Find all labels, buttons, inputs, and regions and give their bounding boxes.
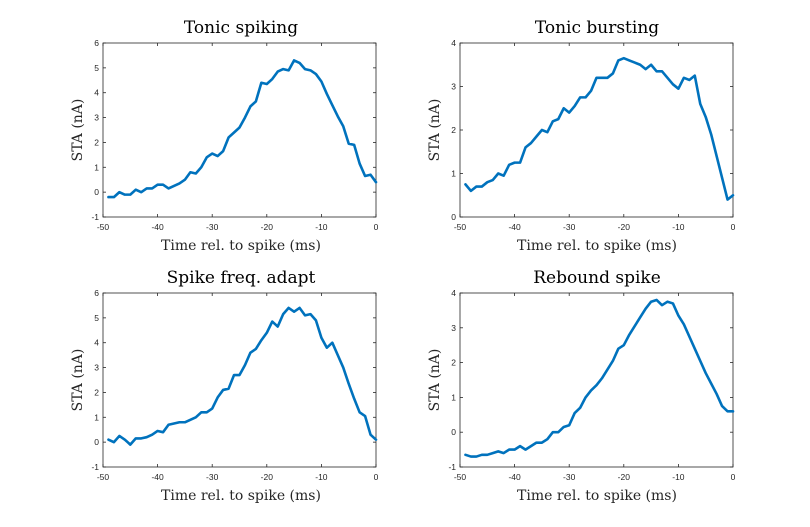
x-tick-label: -20 xyxy=(618,222,631,232)
plot-area-frame xyxy=(102,292,377,468)
x-axis-label: Time rel. to spike (ms) xyxy=(517,238,677,254)
y-tick-label: 5 xyxy=(94,313,99,323)
x-tick-label: -10 xyxy=(672,222,685,232)
y-tick-label: 4 xyxy=(94,338,99,348)
x-tick-label: -40 xyxy=(508,472,521,482)
y-tick-label: 5 xyxy=(94,63,99,73)
subplot-title: Tonic spiking xyxy=(184,18,298,38)
y-tick-label: 4 xyxy=(94,88,99,98)
x-tick-label: -30 xyxy=(563,472,576,482)
y-tick-label: 0 xyxy=(94,187,99,197)
y-tick-label: 6 xyxy=(94,38,99,48)
y-tick-label: 1 xyxy=(94,162,99,172)
x-tick-label: -20 xyxy=(618,472,631,482)
x-tick-label: -10 xyxy=(315,222,328,232)
y-tick-label: 3 xyxy=(451,82,456,92)
y-tick-label: 1 xyxy=(451,392,456,402)
x-tick-label: -50 xyxy=(97,472,110,482)
y-tick-label: 4 xyxy=(451,38,456,48)
x-tick-label: 0 xyxy=(374,472,379,482)
plot-area-frame xyxy=(459,292,734,468)
subplot-tonic-bursting: Tonic bursting Time rel. to spike (ms) S… xyxy=(427,18,736,254)
x-tick-label: -20 xyxy=(261,472,274,482)
plot-area-frame xyxy=(102,42,377,218)
y-tick-label: 1 xyxy=(451,169,456,179)
x-tick-label: -30 xyxy=(206,472,219,482)
y-axis-label: STA (nA) xyxy=(70,349,86,412)
y-tick-label: 6 xyxy=(94,288,99,298)
sta-series-line xyxy=(464,56,735,201)
x-tick-label: -50 xyxy=(97,222,110,232)
sta-series-line xyxy=(107,59,378,199)
x-tick-label: 0 xyxy=(731,222,736,232)
x-tick-label: -20 xyxy=(261,222,274,232)
x-tick-label: -10 xyxy=(672,472,685,482)
y-tick-label: 0 xyxy=(451,427,456,437)
x-tick-label: -40 xyxy=(508,222,521,232)
y-tick-label: 0 xyxy=(451,212,456,222)
x-axis-label: Time rel. to spike (ms) xyxy=(517,488,677,504)
x-tick-label: 0 xyxy=(731,472,736,482)
y-tick-label: 3 xyxy=(94,363,99,373)
sta-series-line xyxy=(107,306,378,446)
y-axis-label: STA (nA) xyxy=(427,99,443,162)
x-tick-label: -50 xyxy=(454,222,467,232)
y-tick-label: 2 xyxy=(94,387,99,397)
subplot-rebound-spike: Rebound spike Time rel. to spike (ms) ST… xyxy=(427,268,736,504)
x-tick-label: -30 xyxy=(206,222,219,232)
y-tick-label: 2 xyxy=(94,137,99,147)
y-axis-label: STA (nA) xyxy=(70,99,86,162)
y-tick-label: 1 xyxy=(94,412,99,422)
subplot-tonic-spiking: Tonic spiking Time rel. to spike (ms) ST… xyxy=(70,18,379,254)
y-tick-label: 4 xyxy=(451,288,456,298)
x-tick-label: -40 xyxy=(151,472,164,482)
plot-area-frame xyxy=(459,42,734,218)
x-tick-label: 0 xyxy=(374,222,379,232)
x-axis-label: Time rel. to spike (ms) xyxy=(161,238,321,254)
y-tick-label: 0 xyxy=(94,437,99,447)
x-axis-label: Time rel. to spike (ms) xyxy=(161,488,321,504)
x-tick-label: -40 xyxy=(151,222,164,232)
y-tick-label: 3 xyxy=(94,113,99,123)
y-tick-label: 2 xyxy=(451,125,456,135)
y-tick-label: 2 xyxy=(451,358,456,368)
x-tick-label: -50 xyxy=(454,472,467,482)
sta-series-line xyxy=(464,298,735,458)
y-tick-label: -1 xyxy=(448,462,456,472)
y-tick-label: -1 xyxy=(91,462,99,472)
x-tick-label: -30 xyxy=(563,222,576,232)
subplot-title: Tonic bursting xyxy=(535,18,659,38)
y-axis-label: STA (nA) xyxy=(427,349,443,412)
x-tick-label: -10 xyxy=(315,472,328,482)
y-tick-label: 3 xyxy=(451,323,456,333)
y-tick-label: -1 xyxy=(91,212,99,222)
subplot-title: Spike freq. adapt xyxy=(167,268,316,288)
subplot-spike-freq-adapt: Spike freq. adapt Time rel. to spike (ms… xyxy=(70,268,379,504)
subplot-title: Rebound spike xyxy=(533,268,661,288)
